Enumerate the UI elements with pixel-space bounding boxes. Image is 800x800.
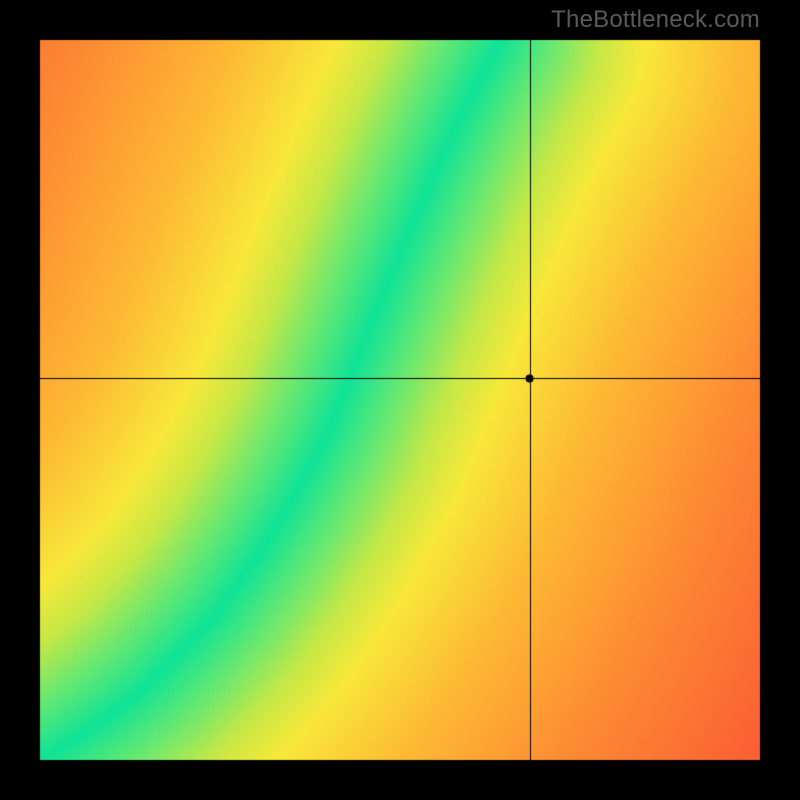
watermark-label: TheBottleneck.com xyxy=(551,6,760,34)
chart-container: TheBottleneck.com xyxy=(0,0,800,800)
bottleneck-heatmap-canvas xyxy=(0,0,800,800)
